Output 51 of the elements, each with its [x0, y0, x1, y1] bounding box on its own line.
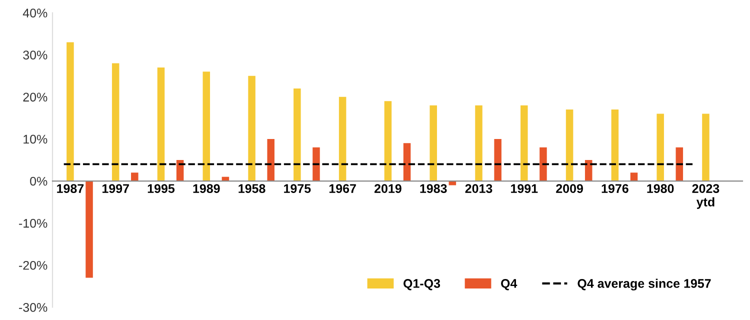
x-tick-label: 1991 — [511, 184, 538, 193]
y-tick-label: 20% — [23, 92, 48, 102]
legend-label: Q4 — [501, 279, 518, 290]
bar — [676, 147, 684, 182]
bar — [702, 114, 710, 182]
bar — [584, 160, 592, 182]
bar — [540, 147, 547, 182]
bar — [112, 63, 120, 182]
bar — [520, 105, 528, 182]
bar — [66, 42, 74, 182]
y-tick-label: -20% — [19, 260, 48, 270]
bar — [656, 114, 664, 182]
x-tick-label: 1967 — [329, 184, 356, 193]
bar — [566, 110, 574, 182]
legend-label: Q4 average since 1957 — [578, 278, 711, 290]
y-tick-label: 0% — [30, 176, 48, 186]
x-tick-label: 1989 — [193, 184, 220, 193]
y-tick-label: 30% — [23, 50, 48, 60]
bar — [430, 105, 437, 182]
legend-label: Q1-Q3 — [404, 279, 440, 290]
bar — [202, 72, 210, 182]
y-tick-label: 40% — [22, 8, 48, 18]
bar — [611, 110, 619, 182]
x-tick-label: 2009 — [556, 184, 583, 193]
x-tick-label: 1976 — [602, 184, 628, 193]
bar — [312, 147, 320, 182]
bar — [294, 88, 301, 182]
y-tick-label: -30% — [19, 303, 48, 312]
bar — [131, 172, 138, 182]
bar — [475, 105, 482, 182]
bar — [267, 138, 274, 182]
x-tick-label: 1980 — [647, 184, 674, 193]
bar — [494, 138, 502, 182]
x-tick-label: 1995 — [148, 184, 175, 193]
y-tick-label: 10% — [24, 134, 48, 144]
bar — [384, 101, 392, 182]
x-tick-label: 1958 — [238, 184, 266, 193]
bar — [338, 96, 346, 182]
bar — [86, 181, 93, 278]
x-tick-label: 1975 — [284, 184, 311, 193]
bar — [248, 76, 256, 182]
bar — [630, 172, 638, 182]
bar — [157, 67, 165, 182]
x-tick-label: 1997 — [102, 184, 129, 193]
x-tick-label: 2019 — [374, 184, 402, 193]
bar — [403, 143, 411, 182]
x-tick-label: 1983 — [420, 184, 447, 194]
x-tick-label: 1987 — [57, 184, 84, 193]
x-tick-label: 2023 ytd — [692, 184, 720, 209]
x-tick-label: 2013 — [465, 184, 492, 194]
y-tick-label: -10% — [19, 218, 48, 228]
